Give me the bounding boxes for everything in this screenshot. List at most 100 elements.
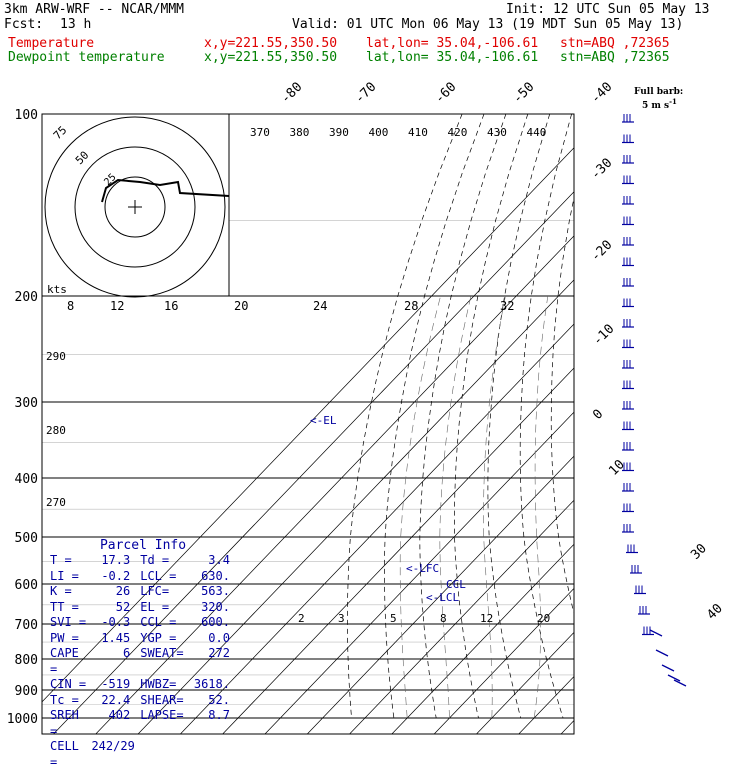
valid-time: Valid: 01 UTC Mon 06 May 13 (19 MDT Sun … — [292, 17, 684, 32]
temperature-legend: Temperature — [8, 36, 95, 51]
parcel-info-cell: 8.7 — [208, 708, 230, 722]
isotherm-tick-label: -60 — [432, 80, 459, 107]
isotherm-tick-label: -50 — [510, 80, 537, 107]
dry-adiabat — [487, 114, 551, 719]
isotherm-line — [560, 720, 574, 734]
moist-adiabat — [661, 296, 740, 718]
isotherm-line — [518, 675, 574, 734]
parcel-info-cell: 3.4 — [208, 553, 230, 567]
theta-label: 270 — [46, 496, 66, 509]
pressure-tick-label: 300 — [15, 396, 38, 411]
isotherm-line — [264, 411, 574, 734]
isotherm-line — [646, 114, 740, 734]
fcst-label: Fcst: — [4, 17, 44, 32]
temperature-profile — [667, 114, 740, 667]
wind-barb-low — [649, 629, 663, 637]
isotherm-tick-label: 30 — [688, 541, 710, 563]
isotherm-tick-label: -10 — [590, 322, 617, 349]
parcel-info-cell: 52. — [208, 692, 230, 707]
theta-e-label: 390 — [329, 126, 349, 139]
parcel-info-cell: 272 — [208, 646, 230, 660]
parcel-info-row: LI = -0.2 LCL = 630. — [44, 569, 234, 585]
parcel-info-cell: CELL = — [50, 739, 79, 769]
wind-legend: Full barb: 5 m s-1 — [634, 88, 683, 111]
wind-barb-low — [667, 674, 681, 682]
mixing-ratio-label: 3 — [338, 612, 345, 625]
dry-adiabat — [347, 114, 463, 719]
dewpoint-xy: x,y=221.55,350.50 — [204, 50, 338, 65]
parcel-info-cell: CAPE = — [50, 646, 79, 676]
moist-adiabat — [439, 295, 472, 719]
parcel-info-row: Tc = 22.4 SHEAR= 52. — [44, 693, 234, 709]
isotherm-line — [730, 114, 740, 734]
isotherm-tick-label: -30 — [588, 156, 615, 183]
isotherm-line — [476, 631, 574, 734]
parcel-info-cell — [190, 739, 234, 770]
parcel-info-cell: 563. — [201, 584, 230, 598]
isotherm-tick-label: -80 — [278, 80, 305, 107]
parcel-info-row: SVI = -0.3 CCL = 600. — [44, 615, 234, 631]
wind-legend-value: 5 m s — [642, 101, 670, 111]
parcel-info-cell: Td = — [140, 553, 170, 567]
temperature-latlon: lat,lon= 35.04,-106.61 — [366, 36, 539, 51]
parcel-info-cell: 600. — [201, 615, 230, 629]
parcel-info-cell: 1.45 — [101, 630, 131, 645]
parcel-info-row: T = 17.3 Td = 3.4 — [44, 553, 234, 569]
hodograph-ring — [74, 146, 196, 268]
dry-adiabat — [454, 114, 529, 719]
dewpoint-stn: stn=ABQ ,72365 — [560, 50, 670, 65]
parcel-info-cell: 26 — [115, 584, 131, 598]
hodo-axis-label: 16 — [164, 299, 178, 313]
parcel-info-cell: 320. — [201, 599, 230, 614]
hodo-axis-label: 32 — [500, 299, 514, 313]
dewpoint-legend: Dewpoint temperature — [8, 50, 165, 65]
parcel-info-row: CELL = 242/29 — [44, 739, 234, 770]
isotherm-tick-label: -20 — [588, 238, 615, 265]
theta-e-label: 370 — [250, 126, 270, 139]
hodograph-ring — [104, 176, 166, 238]
parcel-level-marker: <-EL — [310, 414, 337, 427]
isotherm-line — [688, 114, 740, 734]
moist-adiabat — [399, 295, 441, 719]
moist-adiabat — [576, 296, 605, 718]
parcel-info-row: CIN = -519 HWBZ= 3618. — [44, 677, 234, 693]
parcel-info-cell: Tc = — [50, 692, 79, 707]
wind-barb-low — [673, 679, 687, 687]
pressure-tick-label: 500 — [15, 531, 38, 546]
pressure-tick-label: 900 — [15, 684, 38, 699]
pressure-tick-label: 700 — [15, 618, 38, 633]
pressure-tick-label: 800 — [15, 653, 38, 668]
dry-adiabat — [581, 114, 648, 718]
parcel-info-cell: K = — [50, 584, 72, 598]
dry-adiabat — [638, 114, 733, 718]
mixing-ratio-label: 8 — [440, 612, 447, 625]
parcel-level-marker: <-LFC — [406, 562, 439, 575]
parcel-info-row: PW = 1.45 YGP = 0.0 — [44, 631, 234, 647]
hodo-kts-label: kts — [47, 283, 67, 296]
isotherm-line — [349, 499, 574, 734]
hodo-axis-label: 28 — [404, 299, 418, 313]
parcel-info-cell: 6 — [122, 646, 131, 660]
fcst-value: 13 h — [60, 17, 92, 32]
mixing-ratio-label: 5 — [390, 612, 397, 625]
isotherm-line — [53, 191, 574, 734]
parcel-info-cell: 3618. — [193, 677, 230, 691]
isotherm-line — [180, 323, 574, 734]
parcel-level-marker: <-LCL — [426, 591, 459, 604]
parcel-info-cell: 630. — [201, 568, 230, 583]
theta-e-label: 420 — [448, 126, 468, 139]
parcel-info-cell: LAPSE= — [140, 708, 184, 722]
parcel-info-cell — [135, 739, 190, 770]
hodograph-trace — [101, 178, 230, 203]
hodo-axis-label: 8 — [67, 299, 74, 313]
parcel-info-cell: -0.2 — [101, 568, 131, 583]
isotherm-tick-label: 10 — [606, 457, 628, 479]
parcel-info-cell: SWEAT= — [140, 646, 184, 660]
wind-legend-title: Full barb: — [634, 87, 684, 97]
temperature-xy: x,y=221.55,350.50 — [204, 36, 338, 51]
wind-barb-low — [661, 664, 675, 672]
isotherm-tick-label: -70 — [352, 80, 379, 107]
parcel-info-cell: CCL = — [140, 615, 177, 629]
parcel-info-cell: EL = — [140, 599, 170, 614]
